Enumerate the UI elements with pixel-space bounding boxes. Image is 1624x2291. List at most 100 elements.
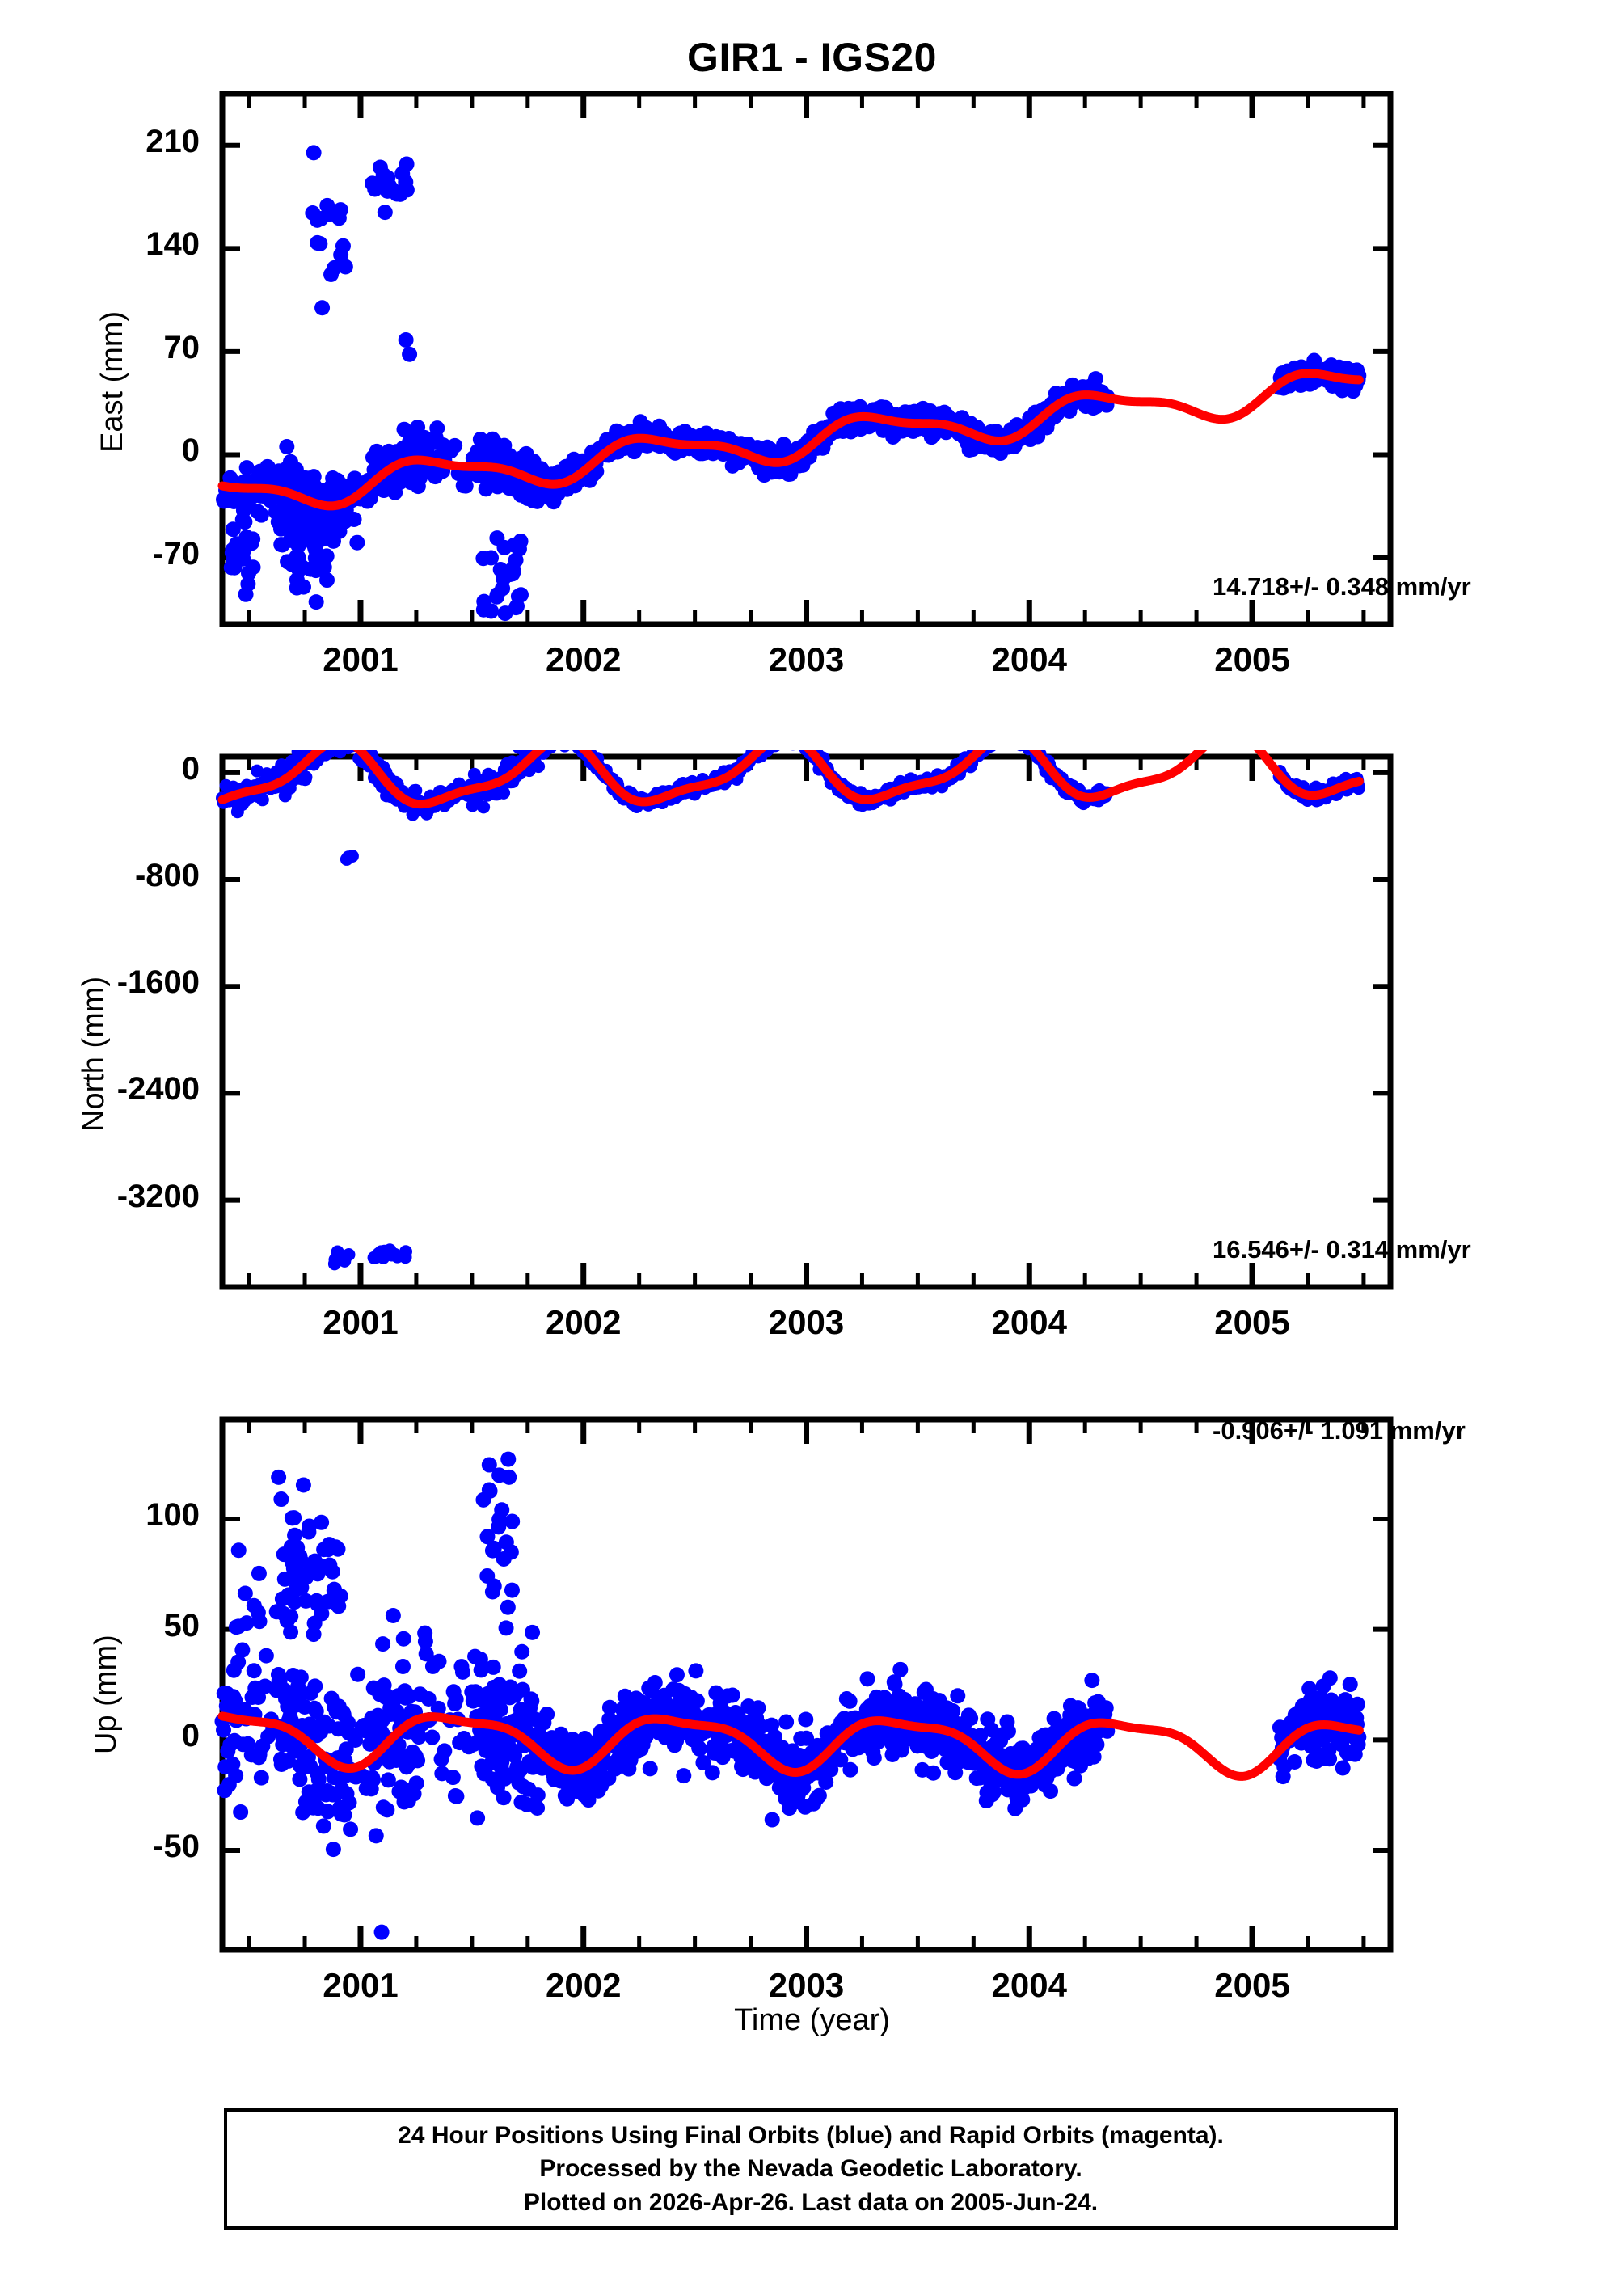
data-point bbox=[479, 1567, 496, 1584]
data-point bbox=[490, 1688, 506, 1704]
data-point bbox=[335, 238, 351, 254]
data-point bbox=[470, 1810, 486, 1826]
data-point bbox=[986, 750, 996, 753]
data-point bbox=[319, 572, 335, 589]
data-point bbox=[372, 1247, 386, 1260]
data-point bbox=[291, 1687, 307, 1703]
data-point bbox=[500, 1451, 517, 1467]
up-y-tick-label: 50 bbox=[163, 1607, 200, 1643]
north-panel bbox=[214, 750, 1398, 1293]
data-point bbox=[377, 205, 393, 221]
data-point bbox=[308, 594, 324, 610]
up-plot-area bbox=[214, 1416, 1394, 1953]
data-point bbox=[270, 514, 286, 530]
east-x-tick-label: 2001 bbox=[323, 640, 399, 678]
east-axis-label: East (mm) bbox=[95, 310, 129, 453]
data-point bbox=[429, 420, 445, 437]
data-point bbox=[238, 460, 255, 476]
north-x-tick-label: 2001 bbox=[323, 1303, 399, 1341]
data-point bbox=[447, 437, 463, 454]
data-point bbox=[688, 1663, 704, 1679]
data-point bbox=[870, 1734, 886, 1750]
data-point bbox=[251, 1565, 267, 1581]
data-point bbox=[411, 1729, 427, 1745]
data-point bbox=[449, 1788, 465, 1804]
data-point bbox=[448, 1691, 464, 1707]
footer-caption-box: 24 Hour Positions Using Final Orbits (bl… bbox=[224, 2108, 1398, 2230]
data-point bbox=[1335, 1760, 1351, 1776]
north-x-tick-label: 2005 bbox=[1214, 1303, 1290, 1341]
data-point bbox=[764, 1812, 780, 1828]
data-point bbox=[380, 1772, 396, 1788]
data-point bbox=[348, 1732, 364, 1748]
data-point bbox=[1086, 1749, 1102, 1765]
data-point bbox=[424, 1729, 441, 1745]
data-point bbox=[282, 454, 298, 470]
up-panel bbox=[214, 1413, 1398, 1956]
data-point bbox=[238, 1615, 255, 1631]
data-point bbox=[337, 259, 353, 275]
data-point bbox=[306, 145, 322, 161]
data-point bbox=[1014, 1791, 1031, 1808]
data-point bbox=[859, 1671, 875, 1687]
data-point bbox=[399, 1248, 412, 1262]
data-point bbox=[1322, 1751, 1338, 1767]
data-point bbox=[279, 1613, 295, 1629]
data-point bbox=[504, 1513, 521, 1529]
north-y-tick-label: -1600 bbox=[116, 964, 200, 1001]
data-point bbox=[302, 479, 318, 495]
data-point bbox=[227, 1693, 243, 1709]
data-point bbox=[842, 1693, 858, 1709]
east-y-tick-label: 140 bbox=[146, 226, 200, 263]
data-point bbox=[1000, 1724, 1016, 1740]
data-point bbox=[253, 507, 269, 523]
up-y-tick-label: 0 bbox=[181, 1718, 200, 1754]
data-point bbox=[1084, 1673, 1100, 1689]
east-x-tick-label: 2004 bbox=[991, 640, 1067, 678]
data-point bbox=[332, 202, 348, 218]
data-point bbox=[394, 1659, 411, 1675]
data-point bbox=[489, 530, 505, 546]
data-point bbox=[379, 1802, 395, 1818]
data-point bbox=[230, 1542, 247, 1559]
up-x-tick-label: 2001 bbox=[323, 1966, 399, 2004]
data-point bbox=[255, 793, 269, 807]
data-point bbox=[983, 1722, 999, 1738]
data-point bbox=[529, 1787, 546, 1804]
north-y-tick-label: -3200 bbox=[116, 1178, 200, 1214]
data-point bbox=[481, 1482, 497, 1498]
data-point bbox=[273, 1491, 289, 1508]
north-x-tick-label: 2004 bbox=[991, 1303, 1067, 1341]
data-point bbox=[501, 1469, 517, 1485]
data-point bbox=[887, 1677, 903, 1693]
data-point bbox=[293, 530, 309, 546]
data-point bbox=[497, 786, 511, 800]
data-point bbox=[225, 521, 241, 538]
data-point bbox=[529, 1799, 546, 1816]
data-point bbox=[308, 1703, 324, 1719]
data-point bbox=[484, 1584, 500, 1600]
data-point bbox=[496, 1790, 512, 1806]
data-point bbox=[420, 1690, 437, 1707]
data-point bbox=[417, 1634, 433, 1649]
data-point bbox=[291, 512, 307, 528]
data-point bbox=[498, 1620, 514, 1636]
plot-frame bbox=[219, 753, 1394, 1290]
up-x-tick-label: 2004 bbox=[991, 1966, 1067, 2004]
footer-line-2: Processed by the Nevada Geodetic Laborat… bbox=[539, 2155, 1082, 2183]
model-curve bbox=[217, 369, 1364, 511]
data-point bbox=[842, 1761, 858, 1778]
x-axis-label: Time (year) bbox=[734, 2003, 890, 2037]
data-point bbox=[695, 1754, 711, 1770]
data-point bbox=[341, 1795, 357, 1811]
data-point bbox=[350, 1666, 366, 1682]
data-point bbox=[307, 1678, 323, 1694]
data-point bbox=[398, 331, 414, 348]
data-point bbox=[402, 346, 418, 362]
data-point bbox=[500, 1599, 516, 1615]
data-point bbox=[770, 750, 780, 753]
data-point bbox=[691, 1740, 707, 1757]
data-point bbox=[309, 1593, 325, 1609]
data-point bbox=[326, 1583, 342, 1599]
data-point bbox=[408, 1775, 424, 1791]
